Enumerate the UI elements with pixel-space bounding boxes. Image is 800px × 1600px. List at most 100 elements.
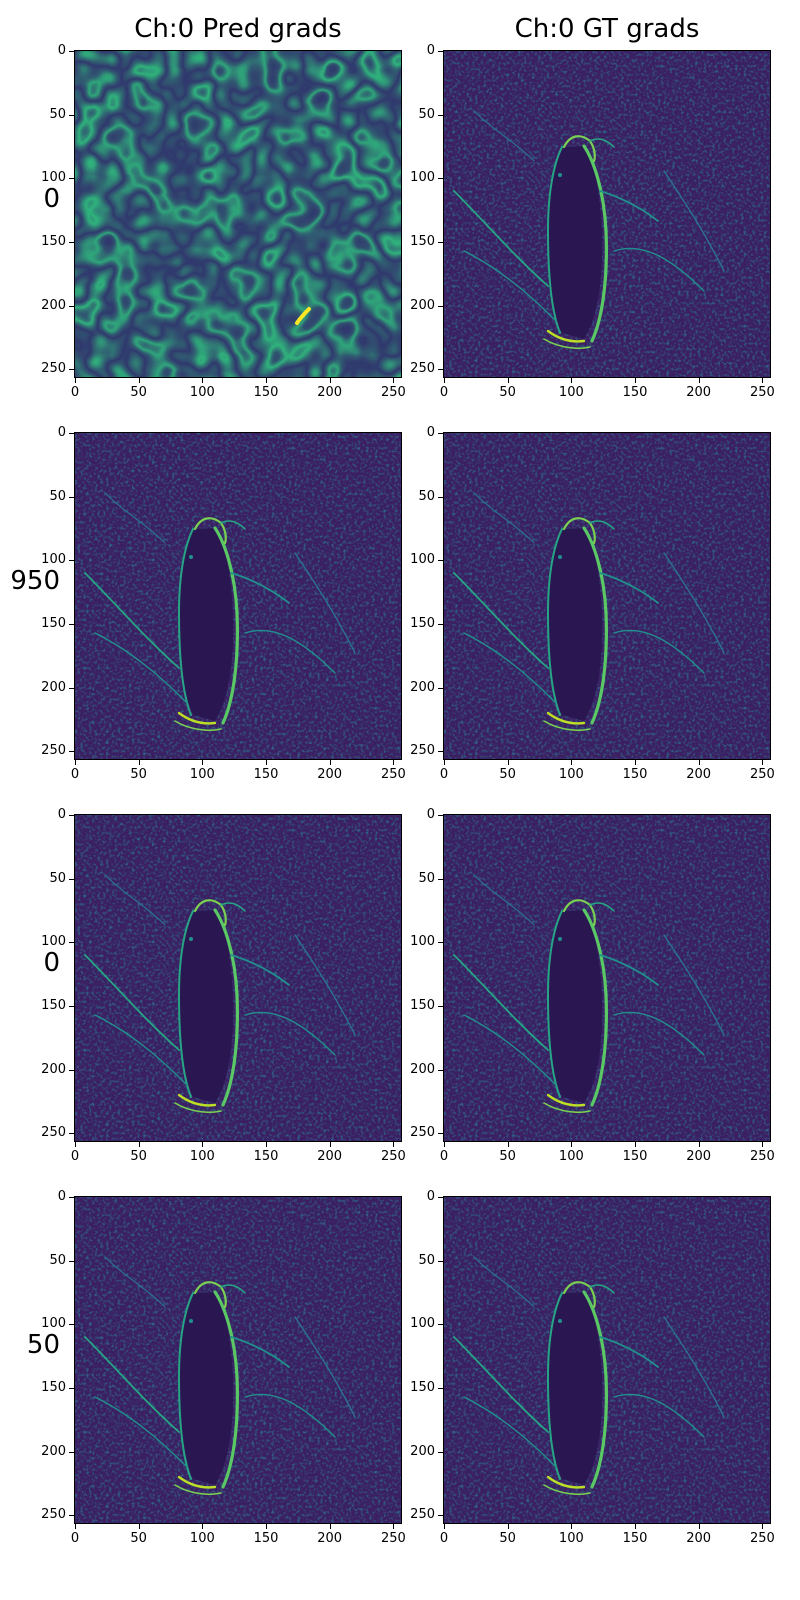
x-tick [444,378,445,383]
y-tick-label: 200 [410,679,435,695]
penguin-back-edge [177,910,194,1098]
x-tick-label: 0 [70,1531,80,1546]
penguin-back-edge [177,1292,194,1480]
y-tick-label: 100 [41,934,66,950]
x-tick [698,1524,700,1529]
rock-edge-3 [613,247,705,292]
penguin-feet-edge [177,1093,217,1107]
y-tick-label: 0 [426,425,435,440]
rock-edge-1 [84,954,180,1051]
penguin-flipper-edge [230,572,290,604]
y-tick-label: 100 [410,552,435,568]
penguin-feet-edge [177,711,217,725]
y-tick [69,1069,74,1071]
x-tick [698,1142,700,1147]
penguin-front-edge [213,908,239,1107]
penguin-eye [558,555,562,559]
penguin-front-edge [582,908,608,1107]
y-tick-label: 250 [41,1507,66,1523]
x-tick [202,378,204,383]
y-tick [69,1006,74,1008]
x-tick [329,760,331,765]
y-tick-label: 0 [426,43,435,58]
y-tick-label: 0 [426,807,435,822]
heatmap-panel-r0-c1 [443,50,771,378]
x-tick [138,760,140,765]
y-tick-label: 100 [410,934,435,950]
y-tick [438,242,443,244]
penguin-back-edge [177,528,194,716]
y-tick [438,687,443,689]
penguin-eye [558,1319,562,1323]
x-tick-label: 250 [380,767,406,782]
rock-edge-1 [84,1336,180,1433]
x-tick [393,1524,395,1529]
penguin-eye [189,1319,193,1323]
y-tick-label: 50 [418,488,435,504]
y-tick [438,1197,443,1198]
y-tick-label: 50 [418,870,435,886]
x-tick-label: 200 [686,767,712,782]
x-tick-label: 50 [499,767,516,782]
y-tick-label: 50 [418,106,435,122]
penguin-feet-edge-2 [174,720,222,732]
y-tick [438,1451,443,1453]
x-tick [635,1142,637,1147]
edge-texture [444,1197,770,1523]
rock-edge-3 [244,1393,336,1438]
edge-texture [75,1197,401,1523]
y-tick [438,751,443,753]
y-tick-label: 100 [41,1316,66,1332]
x-tick-label: 150 [253,1531,279,1546]
penguin-feet-edge-2 [543,1102,591,1114]
rock-edge-3 [613,1393,705,1438]
y-tick-label: 100 [410,1316,435,1332]
y-tick [438,878,443,880]
x-tick-label: 100 [189,385,215,400]
y-tick [69,1388,74,1390]
y-tick-label: 150 [41,1380,66,1396]
rock-edge-5 [473,1256,535,1308]
rock-edge-2 [94,1014,188,1086]
penguin-body [548,146,603,339]
x-tick-label: 50 [499,1531,516,1546]
y-tick [438,369,443,371]
x-tick [507,1142,509,1147]
x-tick [444,760,445,765]
y-tick-label: 50 [418,1252,435,1268]
x-tick-label: 250 [380,1531,406,1546]
y-tick [69,751,74,753]
x-tick [393,1142,395,1147]
x-tick-label: 250 [749,385,775,400]
penguin-eye [558,937,562,941]
x-tick [202,760,204,765]
y-tick-label: 150 [410,234,435,250]
penguin-front-edge [213,1290,239,1489]
x-tick [393,760,395,765]
x-tick-label: 200 [317,1149,343,1164]
penguin-crest-edge [220,902,246,912]
y-tick [69,496,74,498]
y-tick [438,51,443,52]
penguin-flipper-edge [230,1336,290,1368]
y-tick-label: 0 [57,43,66,58]
edge-texture [444,51,770,377]
x-tick [202,1142,204,1147]
rock-edge-1 [453,190,549,287]
x-tick [444,1524,445,1529]
rock-edge-4 [294,552,356,654]
penguin-feet-edge-2 [543,338,591,350]
x-tick-label: 100 [558,767,584,782]
x-tick-label: 250 [380,1149,406,1164]
x-tick [762,1524,764,1529]
y-tick [438,1515,443,1517]
y-tick-label: 200 [41,297,66,313]
heatmap-panel-r3-c0 [74,1196,402,1524]
rock-edge-4 [663,934,725,1036]
y-tick-label: 0 [57,1189,66,1204]
x-tick-label: 200 [686,1531,712,1546]
x-tick-label: 150 [622,767,648,782]
y-tick-label: 50 [49,488,66,504]
penguin-flipper-edge [230,954,290,986]
y-tick-label: 150 [41,998,66,1014]
